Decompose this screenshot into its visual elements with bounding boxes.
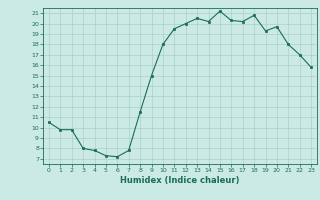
- X-axis label: Humidex (Indice chaleur): Humidex (Indice chaleur): [120, 176, 240, 185]
